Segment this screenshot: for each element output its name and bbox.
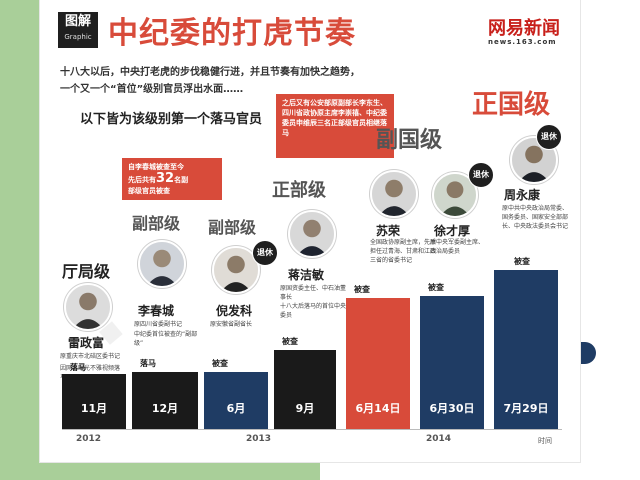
- timeline-bar-4: 被查 9月: [274, 337, 336, 430]
- logo-cn: 图解: [64, 14, 91, 29]
- bar-date-2: 12月: [151, 402, 179, 415]
- level-label-fubu-1: 副部级: [132, 214, 181, 233]
- timeline-bar-1: 落马 11月: [62, 363, 126, 430]
- official-title-6: 原中央军委副主席、政治局委员: [430, 239, 485, 255]
- timeline-bar-2: 落马 12月: [132, 359, 198, 430]
- timeline-axis: [62, 429, 562, 430]
- timeline-bar-5: 被查 6月14日: [346, 285, 410, 430]
- avatar-official-2: [138, 240, 186, 288]
- callout-ministerial-text: 之后又有公安部原副部长李东生、四川省政协原主席李崇禧、中纪委委员申维辰三名正部级…: [282, 99, 387, 137]
- official-name-4: 蒋洁敏: [288, 268, 325, 282]
- page-title: 中纪委的打虎节奏: [108, 16, 356, 51]
- callout-count-line3: 部级官员被查: [128, 187, 170, 195]
- portrait-icon: [140, 242, 184, 286]
- official-title-1: 原重庆市北碚区委书记: [60, 353, 121, 360]
- year-label-2013: 2013: [246, 434, 272, 444]
- bar-date-5: 6月14日: [355, 402, 401, 415]
- official-title-4: 原国资委主任、中石油董事长: [280, 285, 347, 301]
- official-note-2: 中纪委首位被查的“副部级”: [134, 331, 198, 347]
- graphic-logo: 图解 Graphic: [58, 12, 98, 48]
- timeline-bar-3: 被查 6月: [204, 359, 268, 430]
- brand-logo: 网易新闻: [488, 18, 560, 39]
- bar-status-3: 被查: [212, 359, 228, 368]
- portrait-icon: [290, 212, 334, 256]
- portrait-icon: [214, 248, 258, 292]
- callout-count: 自李春城被查至今 先后共有32名副 部级官员被查: [122, 158, 222, 200]
- level-label-zhengbu: 正部级: [272, 180, 326, 201]
- level-label-ting: 厅局级: [62, 262, 111, 281]
- bar-date-3: 6月: [226, 402, 246, 415]
- portrait-icon: [66, 285, 110, 329]
- logo-en: Graphic: [64, 33, 92, 41]
- avatar-official-3: [212, 246, 260, 294]
- official-name-5: 苏荣: [376, 224, 401, 238]
- retired-badge-3: 退休: [252, 240, 278, 266]
- intro-text: 十八大以后，中央打老虎的步伐稳健行进，并且节奏有加快之趋势， 一个又一个“首位”…: [60, 64, 380, 98]
- portrait-icon: [372, 172, 416, 216]
- bar-status-4: 被查: [282, 337, 298, 346]
- callout-count-number: 32: [156, 171, 175, 186]
- retired-badge-7: 退休: [536, 124, 562, 150]
- official-title-3: 原安徽省副省长: [210, 321, 253, 328]
- year-label-2012: 2012: [76, 434, 102, 444]
- bar-date-1: 11月: [80, 402, 108, 415]
- official-title-2: 原四川省委副书记: [134, 321, 183, 328]
- intro-line-2: 一个又一个“首位”级别官员浮出水面……: [60, 84, 244, 95]
- official-title-7: 原中共中央政治局常委、国务委员、国家安全部部长、中央政法委员会书记: [502, 205, 569, 230]
- callout-count-pre: 先后共有: [128, 176, 156, 184]
- bar-date-7: 7月29日: [503, 402, 549, 415]
- callout-count-line1: 自李春城被查至今: [128, 163, 184, 171]
- level-label-zhengguo: 正国级: [472, 90, 551, 120]
- retired-badge-6: 退休: [468, 162, 494, 188]
- brand-url: news.163.com: [488, 38, 557, 46]
- bar-date-6: 6月30日: [429, 402, 475, 415]
- time-axis-label: 时间: [538, 437, 552, 445]
- callout-count-post: 名副: [174, 176, 189, 184]
- subtitle: 以下皆为该级别第一个落马官员: [80, 112, 263, 127]
- callout-ministerial: 之后又有公安部原副部长李东生、四川省政协原主席李崇禧、中纪委委员申维辰三名正部级…: [276, 94, 394, 158]
- bar-status-5: 被查: [354, 285, 370, 294]
- callout-count-line2: 先后共有32名副: [128, 171, 216, 186]
- bar-status-1: 落马: [70, 363, 86, 372]
- avatar-official-5: [370, 170, 418, 218]
- avatar-official-1: [64, 283, 112, 331]
- bar-status-2: 落马: [140, 359, 156, 368]
- official-name-2: 李春城: [138, 304, 175, 318]
- intro-line-1: 十八大以后，中央打老虎的步伐稳健行进，并且节奏有加快之趋势，: [60, 67, 360, 78]
- bar-date-4: 9月: [295, 402, 315, 415]
- official-name-6: 徐才厚: [434, 224, 471, 238]
- official-note-4: 十八大后落马的首位中央委员: [280, 303, 347, 319]
- year-label-2014: 2014: [426, 434, 452, 444]
- timeline-bar-7: 被查 7月29日: [494, 257, 558, 430]
- timeline-bar-6: 被查 6月30日: [420, 283, 484, 430]
- bar-status-6: 被查: [428, 283, 444, 292]
- navy-decoration: [578, 342, 596, 364]
- bar-status-7: 被查: [514, 257, 530, 266]
- infographic-card: 图解 Graphic 中纪委的打虎节奏 网易新闻 news.163.com 十八…: [40, 0, 580, 462]
- official-name-1: 雷政富: [68, 336, 105, 350]
- official-title-5: 全国政协原副主席，先后担任过青海、甘肃和江西三省的省委书记: [370, 239, 437, 264]
- level-label-fubu-2: 副部级: [208, 218, 257, 237]
- official-name-7: 周永康: [504, 188, 541, 202]
- level-label-fuguo: 副国级: [376, 128, 443, 153]
- official-name-3: 倪发科: [216, 304, 253, 318]
- avatar-official-4: [288, 210, 336, 258]
